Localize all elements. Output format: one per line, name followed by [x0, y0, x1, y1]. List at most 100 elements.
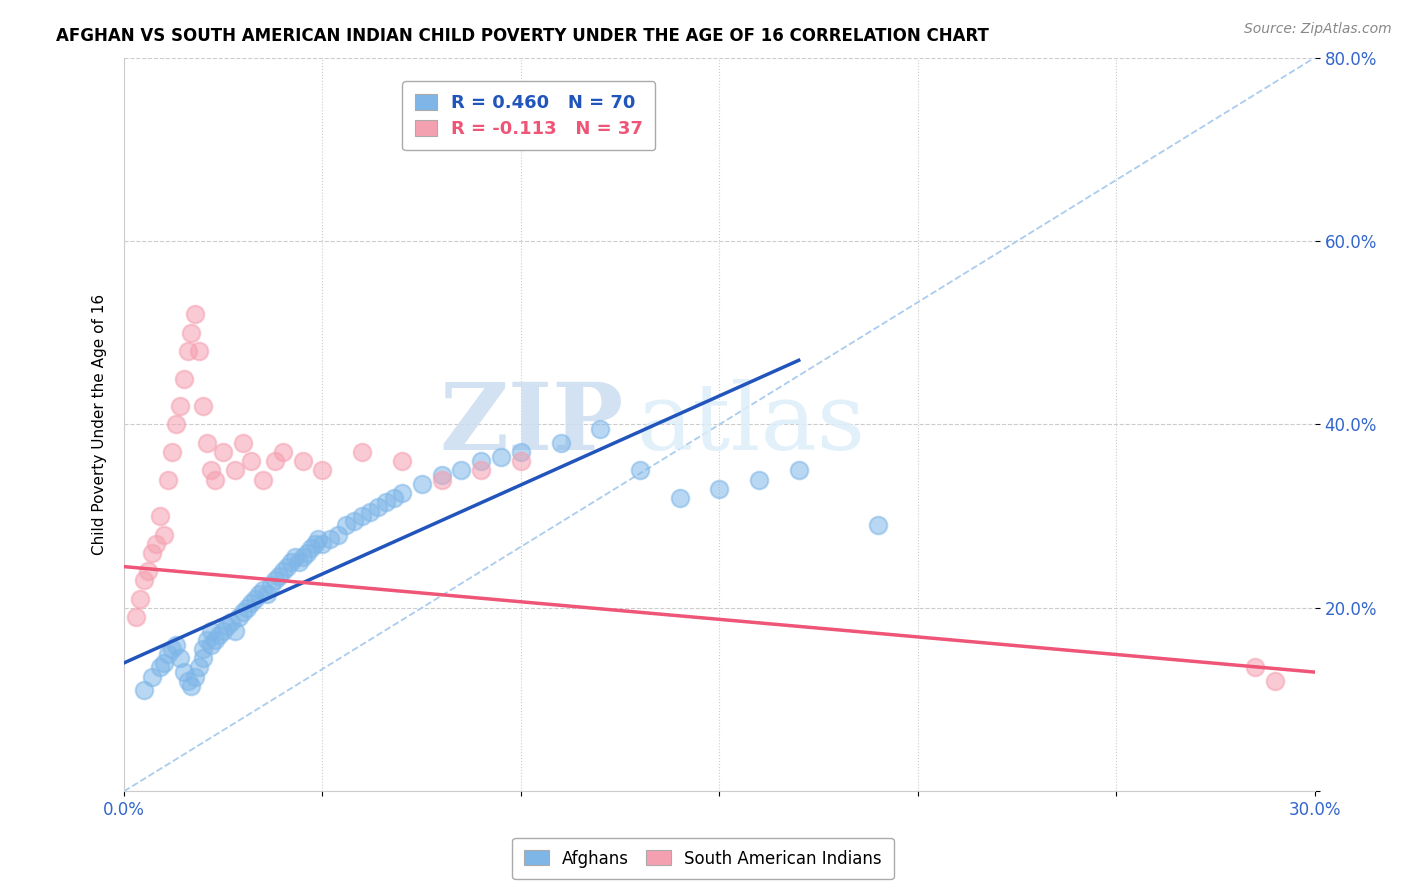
- Point: [256, 587, 278, 601]
- Point: [188, 660, 211, 674]
- Point: [328, 527, 350, 541]
- Point: [509, 454, 531, 468]
- Point: [299, 541, 322, 556]
- Point: [224, 624, 246, 638]
- Point: [136, 564, 159, 578]
- Point: [311, 463, 333, 477]
- Point: [219, 615, 242, 629]
- Point: [271, 445, 294, 459]
- Point: [295, 546, 318, 560]
- Point: [152, 656, 174, 670]
- Point: [335, 518, 357, 533]
- Point: [470, 454, 492, 468]
- Point: [430, 473, 453, 487]
- Point: [232, 606, 254, 620]
- Text: ZIP: ZIP: [440, 379, 624, 469]
- Point: [173, 665, 195, 679]
- Point: [391, 454, 413, 468]
- Point: [208, 628, 231, 642]
- Point: [184, 308, 207, 322]
- Legend: Afghans, South American Indians: Afghans, South American Indians: [512, 838, 894, 880]
- Point: [267, 569, 290, 583]
- Text: AFGHAN VS SOUTH AMERICAN INDIAN CHILD POVERTY UNDER THE AGE OF 16 CORRELATION CH: AFGHAN VS SOUTH AMERICAN INDIAN CHILD PO…: [56, 27, 988, 45]
- Point: [304, 537, 326, 551]
- Y-axis label: Child Poverty Under the Age of 16: Child Poverty Under the Age of 16: [93, 294, 107, 555]
- Point: [668, 491, 690, 505]
- Legend: R = 0.460   N = 70, R = -0.113   N = 37: R = 0.460 N = 70, R = -0.113 N = 37: [402, 81, 655, 151]
- Point: [252, 582, 274, 597]
- Point: [1244, 660, 1267, 674]
- Point: [195, 632, 218, 647]
- Point: [550, 435, 572, 450]
- Point: [184, 670, 207, 684]
- Point: [193, 642, 215, 657]
- Text: atlas: atlas: [636, 379, 865, 469]
- Point: [176, 344, 198, 359]
- Point: [589, 422, 612, 436]
- Point: [169, 399, 191, 413]
- Point: [217, 619, 239, 633]
- Point: [240, 454, 263, 468]
- Point: [382, 491, 405, 505]
- Point: [156, 473, 179, 487]
- Point: [260, 578, 283, 592]
- Point: [868, 518, 890, 533]
- Point: [375, 495, 398, 509]
- Point: [180, 679, 202, 693]
- Point: [180, 326, 202, 340]
- Point: [176, 674, 198, 689]
- Point: [236, 600, 259, 615]
- Point: [165, 638, 187, 652]
- Point: [709, 482, 731, 496]
- Point: [430, 467, 453, 482]
- Point: [212, 445, 235, 459]
- Point: [367, 500, 389, 514]
- Point: [319, 532, 342, 546]
- Point: [359, 505, 381, 519]
- Point: [1264, 674, 1286, 689]
- Point: [308, 532, 330, 546]
- Point: [276, 559, 298, 574]
- Point: [263, 454, 285, 468]
- Point: [470, 463, 492, 477]
- Point: [145, 537, 167, 551]
- Point: [156, 647, 179, 661]
- Point: [200, 638, 222, 652]
- Point: [748, 473, 770, 487]
- Point: [509, 445, 531, 459]
- Point: [291, 454, 314, 468]
- Point: [352, 509, 374, 524]
- Point: [411, 477, 433, 491]
- Point: [200, 463, 222, 477]
- Point: [195, 435, 218, 450]
- Point: [204, 473, 226, 487]
- Point: [243, 591, 266, 606]
- Point: [165, 417, 187, 432]
- Point: [252, 473, 274, 487]
- Point: [204, 632, 226, 647]
- Point: [228, 610, 250, 624]
- Point: [128, 591, 150, 606]
- Point: [284, 550, 307, 565]
- Point: [271, 564, 294, 578]
- Point: [263, 574, 285, 588]
- Point: [212, 624, 235, 638]
- Point: [489, 450, 512, 464]
- Point: [628, 463, 651, 477]
- Point: [149, 509, 172, 524]
- Point: [200, 624, 222, 638]
- Point: [152, 527, 174, 541]
- Point: [311, 537, 333, 551]
- Point: [343, 514, 366, 528]
- Point: [291, 550, 314, 565]
- Point: [173, 371, 195, 385]
- Point: [160, 445, 183, 459]
- Point: [247, 587, 270, 601]
- Point: [352, 445, 374, 459]
- Point: [280, 555, 302, 569]
- Point: [160, 642, 183, 657]
- Point: [132, 683, 155, 698]
- Point: [391, 486, 413, 500]
- Point: [132, 574, 155, 588]
- Point: [193, 399, 215, 413]
